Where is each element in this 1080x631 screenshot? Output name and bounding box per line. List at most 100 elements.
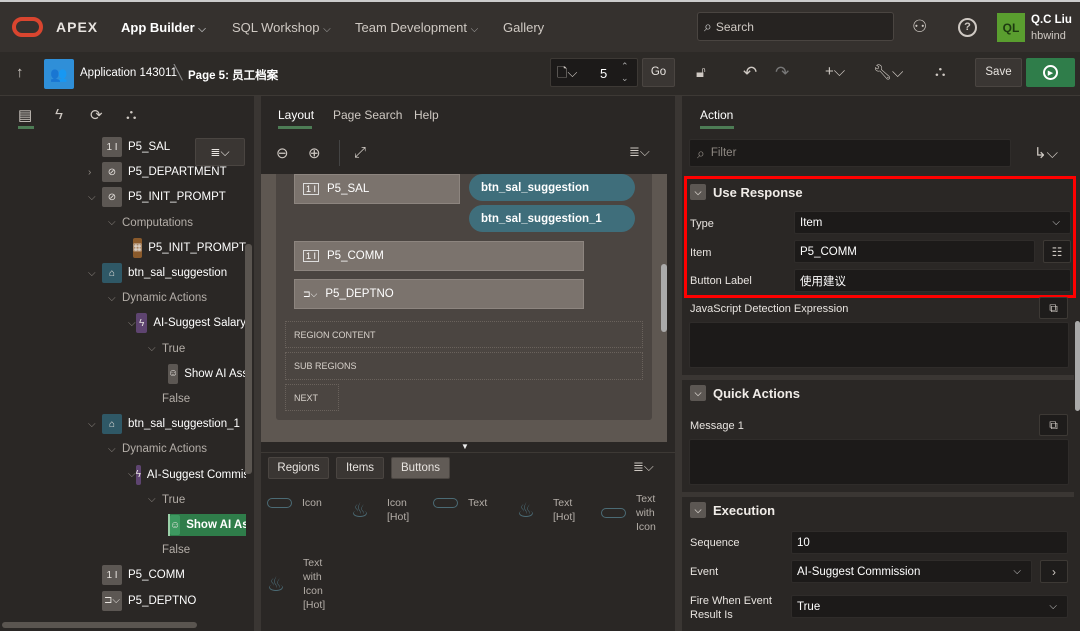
tree-node[interactable]: ⌵ True	[148, 489, 246, 511]
avatar[interactable]: QL	[997, 13, 1025, 42]
nav-gallery[interactable]: Gallery	[503, 20, 544, 35]
item-list-picker-icon[interactable]: ☷	[1043, 240, 1071, 263]
zoom-out-icon[interactable]: ⊖	[276, 145, 289, 162]
item-input[interactable]: P5_COMM	[794, 240, 1035, 263]
apex-logo[interactable]: APEX	[56, 19, 99, 35]
filter-input[interactable]: ⌕ Filter	[689, 139, 1011, 167]
collapse-chevron-icon[interactable]: ⌵	[690, 385, 706, 401]
tree-node[interactable]: ⌵ ϟ AI-Suggest Salary	[128, 312, 246, 334]
tab-help[interactable]: Help	[414, 108, 439, 122]
tree-node[interactable]: ⌵ True	[148, 338, 246, 360]
chevron-down-icon[interactable]: ⌵	[108, 217, 116, 229]
expand-icon[interactable]: ⤢	[354, 144, 367, 161]
shared-components-tab-icon[interactable]: ⛬	[126, 106, 137, 123]
tree-node[interactable]: ⊐⌵ P5_DEPTNO	[88, 590, 246, 612]
expand-message-editor-icon[interactable]: ⧉	[1039, 414, 1068, 436]
fire-when-select[interactable]: True ⌵	[791, 595, 1068, 618]
gallery-button-template[interactable]: ♨ Text [Hot]	[517, 496, 599, 524]
nav-app-builder[interactable]: App Builder ⌵	[121, 20, 206, 35]
tree-node[interactable]: ☺ Show AI Assistant	[168, 363, 246, 385]
redo-icon[interactable]: ↷	[775, 63, 790, 82]
gallery-button-template[interactable]: Text	[433, 496, 515, 510]
tree-node[interactable]: › ⊘ P5_DEPARTMENT	[88, 161, 246, 183]
tree-node[interactable]: ⌵ ⊘ P5_INIT_PROMPT	[88, 186, 246, 208]
tree-node[interactable]: False	[148, 388, 246, 410]
zoom-in-icon[interactable]: ⊕	[308, 145, 321, 162]
slot-region-content[interactable]: REGION CONTENT	[285, 321, 643, 348]
message1-textarea[interactable]	[689, 439, 1069, 485]
tree-node[interactable]: ⌵ Dynamic Actions	[108, 287, 246, 309]
section-header-execution[interactable]: ⌵ Execution	[690, 502, 775, 518]
processing-tab-icon[interactable]: ⟳	[90, 107, 103, 124]
slot-sub-regions[interactable]: SUB REGIONS	[285, 352, 643, 380]
run-page-button[interactable]: ▶	[1026, 58, 1075, 87]
breadcrumb-application[interactable]: Application 143011	[80, 67, 177, 79]
go-button[interactable]: Go	[642, 58, 675, 87]
gallery-button-template[interactable]: ♨ Icon [Hot]	[351, 496, 433, 524]
gallery-tab-buttons[interactable]: Buttons	[391, 457, 450, 479]
go-to-event-button[interactable]: ›	[1040, 560, 1068, 583]
tree-horizontal-scrollbar[interactable]	[2, 622, 197, 628]
user-name[interactable]: Q.C Liu	[1031, 14, 1072, 26]
event-select[interactable]: AI-Suggest Commission ⌵	[791, 560, 1032, 583]
chevron-down-icon[interactable]: ⌵	[148, 343, 156, 355]
dynamic-actions-tab-icon[interactable]: ϟ	[55, 106, 63, 123]
gallery-tab-regions[interactable]: Regions	[268, 457, 329, 479]
left-splitter[interactable]	[254, 96, 261, 631]
tree-node[interactable]: ⌵ Computations	[108, 212, 246, 234]
tree-node[interactable]: ▦ P5_INIT_PROMPT	[128, 237, 246, 259]
layout-button-btn-sal-suggestion[interactable]: btn_sal_suggestion	[469, 174, 635, 201]
chevron-right-icon[interactable]: ›	[88, 166, 92, 178]
gallery-button-template[interactable]: ♨ Text with Icon [Hot]	[267, 556, 349, 612]
up-arrow-icon[interactable]: ↑	[16, 64, 24, 81]
nav-sql-workshop[interactable]: SQL Workshop ⌵	[232, 20, 331, 35]
rendering-tab-icon[interactable]: ▤	[18, 107, 33, 124]
oracle-logo-icon[interactable]	[12, 17, 43, 37]
search-box[interactable]: ⌕ Search	[697, 12, 894, 41]
page-stepper-icon[interactable]: ⌃ ⌄	[621, 61, 629, 83]
page-number-input[interactable]: 5	[600, 66, 608, 81]
gallery-menu-icon[interactable]: ≣⌵	[633, 459, 654, 474]
nav-team-development[interactable]: Team Development ⌵	[355, 20, 478, 35]
undo-icon[interactable]: ↶	[743, 63, 758, 82]
help-icon[interactable]: ?	[958, 18, 977, 37]
gallery-button-template[interactable]: Text with Icon	[601, 492, 683, 534]
app-icon[interactable]: 👥	[44, 59, 74, 89]
chevron-down-icon[interactable]: ⌵	[128, 317, 136, 329]
chevron-down-icon[interactable]: ⌵	[148, 494, 156, 506]
expand-code-editor-icon[interactable]: ⧉	[1039, 297, 1068, 319]
right-splitter[interactable]	[675, 96, 682, 631]
gallery-button-template[interactable]: Icon	[267, 496, 349, 510]
page-selector[interactable]: 🗋⌵ 5 ⌃ ⌄	[550, 58, 638, 87]
js-detection-textarea[interactable]	[689, 322, 1069, 368]
tree-node[interactable]: ⌵ϟ AI-Suggest Commission	[128, 464, 246, 486]
slot-next[interactable]: NEXT	[285, 384, 339, 411]
chevron-down-icon[interactable]: ⌵	[108, 292, 116, 304]
section-header-use-response[interactable]: ⌵ Use Response	[690, 184, 803, 200]
layout-button-btn-sal-suggestion-1[interactable]: btn_sal_suggestion_1	[469, 205, 635, 232]
layout-menu-icon[interactable]: ≣⌵	[629, 144, 650, 159]
chevron-down-icon[interactable]: ⌵	[108, 443, 116, 455]
save-button[interactable]: Save	[975, 58, 1022, 87]
chevron-down-icon[interactable]: ⌵	[88, 267, 96, 279]
tab-layout[interactable]: Layout	[278, 108, 315, 122]
tree-node[interactable]: False	[148, 539, 246, 561]
tree-node[interactable]: 1 I P5_COMM	[88, 564, 246, 586]
utilities-wrench-icon[interactable]: 🔧︎⌵	[873, 64, 904, 81]
tab-page-search[interactable]: Page Search	[333, 108, 403, 122]
tree-node[interactable]: ⌵ ⌂ btn_sal_suggestion	[88, 262, 246, 284]
chevron-down-icon[interactable]: ⌵	[88, 191, 96, 203]
layout-item-p5-deptno[interactable]: ⊐⌵ P5_DEPTNO	[294, 279, 584, 309]
tree-menu-button[interactable]: ≣⌵	[195, 138, 245, 166]
tree-node[interactable]: 1 I P5_SAL	[88, 136, 246, 158]
tree-vertical-scrollbar[interactable]	[245, 244, 252, 474]
collapse-chevron-icon[interactable]: ⌵	[690, 502, 706, 518]
section-header-quick-actions[interactable]: ⌵ Quick Actions	[690, 385, 800, 401]
go-to-group-icon[interactable]: ↳⌵	[1034, 145, 1058, 162]
button-label-input[interactable]: 使用建议	[794, 269, 1071, 292]
tab-action[interactable]: Action	[700, 108, 734, 122]
type-select[interactable]: Item ⌵	[794, 211, 1071, 234]
gallery-tab-items[interactable]: Items	[336, 457, 384, 479]
admin-user-icon[interactable]: ⚇	[912, 17, 928, 36]
tree-node[interactable]: ⌵ Dynamic Actions	[108, 438, 246, 460]
